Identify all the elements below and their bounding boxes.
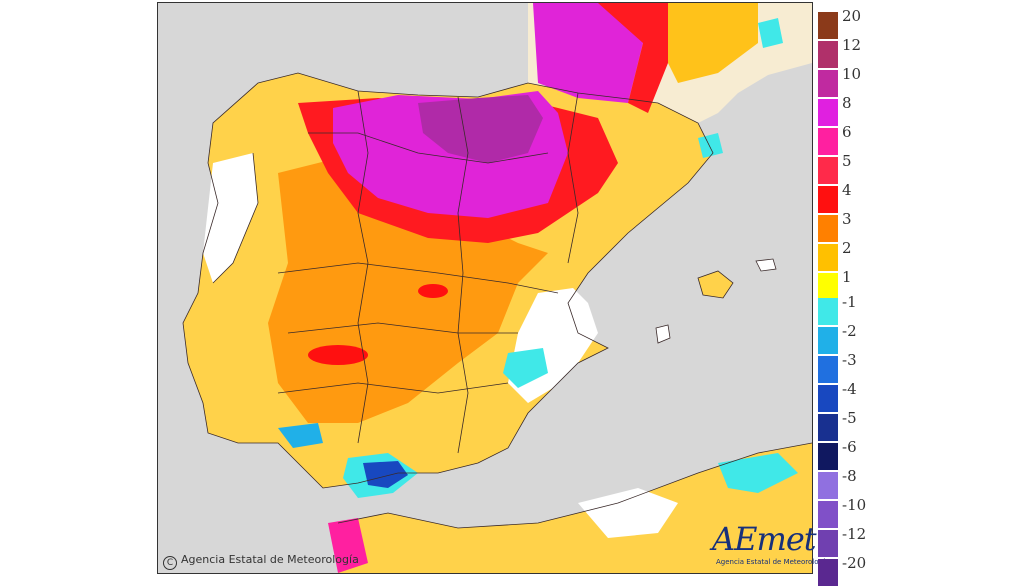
france-yellow-zone	[668, 3, 758, 83]
legend-swatch-positive-1	[818, 41, 838, 68]
anomaly-10-zone	[418, 95, 543, 163]
legend-label-positive-3: 8	[842, 94, 852, 112]
france-hot-zone	[533, 3, 643, 103]
temperature-anomaly-map	[157, 2, 813, 574]
legend-label-positive-4: 6	[842, 123, 852, 141]
legend-label-negative-3: -4	[842, 380, 857, 398]
balearic-mallorca	[698, 271, 733, 298]
legend-label-negative-1: -2	[842, 322, 857, 340]
legend-swatch-positive-0	[818, 12, 838, 39]
copyright-icon: C	[163, 556, 177, 570]
france-cold-spot	[758, 18, 783, 48]
anomaly-4-spot-2	[418, 284, 448, 298]
anomaly-neg4-malaga	[363, 461, 408, 488]
north-africa	[338, 443, 812, 573]
copyright-notice: C Agencia Estatal de Meteorología	[163, 553, 359, 570]
legend-label-positive-2: 10	[842, 65, 862, 83]
legend-swatch-positive-2	[818, 70, 838, 97]
balearic-menorca	[756, 259, 776, 271]
legend-swatch-negative-3	[818, 385, 838, 412]
legend-label-negative-7: -10	[842, 496, 867, 514]
legend-swatch-negative-2	[818, 356, 838, 383]
legend-label-positive-0: 20	[842, 7, 862, 25]
africa-hot-spot	[328, 518, 368, 573]
legend-swatch-positive-7	[818, 215, 838, 242]
legend-label-positive-1: 12	[842, 36, 862, 54]
legend-swatch-negative-6	[818, 472, 838, 499]
legend-swatch-negative-4	[818, 414, 838, 441]
legend-label-negative-6: -8	[842, 467, 857, 485]
legend-label-negative-0: -1	[842, 293, 857, 311]
legend-label-negative-8: -12	[842, 525, 867, 543]
legend-label-positive-8: 2	[842, 239, 852, 257]
legend-label-positive-7: 3	[842, 210, 852, 228]
anomaly-4-spot	[308, 345, 368, 365]
legend-label-positive-5: 5	[842, 152, 852, 170]
region-borders	[182, 72, 812, 529]
legend-swatch-negative-9	[818, 559, 838, 586]
aemet-logo-subtext: Agencia Estatal de Meteorología	[716, 558, 830, 566]
map-canvas	[158, 3, 812, 573]
anomaly-neg2-south	[278, 423, 323, 448]
anomaly-zero-west	[203, 153, 258, 283]
aemet-logo-text: AEmet	[712, 520, 817, 558]
legend-swatch-negative-1	[818, 327, 838, 354]
legend-swatch-positive-6	[818, 186, 838, 213]
legend-label-negative-4: -5	[842, 409, 857, 427]
legend-label-positive-9: 1	[842, 268, 852, 286]
legend-label-negative-9: -20	[842, 554, 867, 572]
legend-swatch-positive-9	[818, 273, 838, 300]
balearic-ibiza	[656, 325, 670, 343]
legend-swatch-negative-5	[818, 443, 838, 470]
legend-swatch-positive-8	[818, 244, 838, 271]
africa-cold-zone	[718, 453, 798, 493]
copyright-text: Agencia Estatal de Meteorología	[181, 553, 359, 566]
legend-swatch-negative-8	[818, 530, 838, 557]
color-legend: 20 12 10 8 6 5 4 3 2 1 -1 -2 -3 -4 -5 -6 -8 -10 -12 -20	[814, 7, 874, 586]
legend-swatch-positive-4	[818, 128, 838, 155]
legend-label-negative-5: -6	[842, 438, 857, 456]
france-red-zone	[598, 3, 678, 113]
legend-label-negative-2: -3	[842, 351, 857, 369]
anomaly-neg1-east	[503, 348, 548, 388]
legend-swatch-negative-0	[818, 298, 838, 325]
legend-swatch-negative-7	[818, 501, 838, 528]
coast-cold-spot	[698, 133, 723, 158]
africa-zero-zone	[578, 488, 678, 538]
aemet-logo: AEmet Agencia Estatal de Meteorología	[712, 520, 829, 568]
legend-label-positive-6: 4	[842, 181, 852, 199]
legend-swatch-positive-5	[818, 157, 838, 184]
legend-swatch-positive-3	[818, 99, 838, 126]
